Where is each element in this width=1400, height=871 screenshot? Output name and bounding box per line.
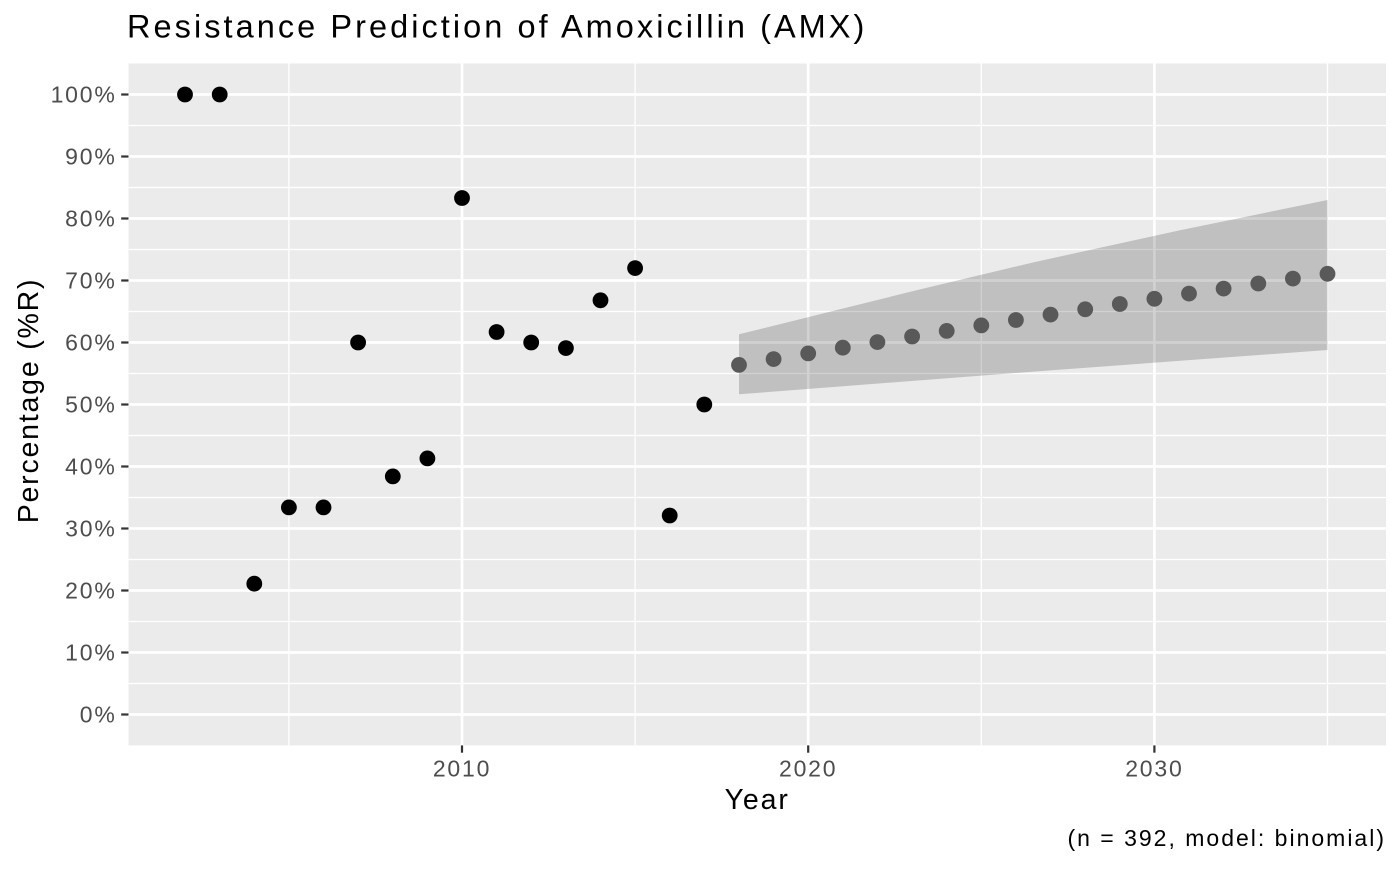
svg-text:60%: 60% — [65, 330, 116, 356]
svg-text:Year: Year — [725, 784, 790, 816]
svg-text:80%: 80% — [65, 206, 116, 232]
svg-text:0%: 0% — [80, 702, 117, 728]
svg-text:2010: 2010 — [433, 756, 491, 782]
svg-text:Resistance Prediction of Amoxi: Resistance Prediction of Amoxicillin (AM… — [127, 9, 867, 45]
svg-text:50%: 50% — [65, 392, 116, 418]
svg-text:90%: 90% — [65, 144, 116, 170]
svg-text:40%: 40% — [65, 454, 116, 480]
svg-text:(n = 392, model: binomial): (n = 392, model: binomial) — [1067, 825, 1386, 851]
svg-text:20%: 20% — [65, 578, 116, 604]
svg-text:10%: 10% — [65, 640, 116, 666]
svg-text:2020: 2020 — [779, 756, 837, 782]
svg-text:70%: 70% — [65, 268, 116, 294]
svg-text:30%: 30% — [65, 516, 116, 542]
svg-text:2030: 2030 — [1125, 756, 1183, 782]
svg-text:Percentage (%R): Percentage (%R) — [13, 278, 45, 524]
svg-text:100%: 100% — [51, 82, 117, 108]
